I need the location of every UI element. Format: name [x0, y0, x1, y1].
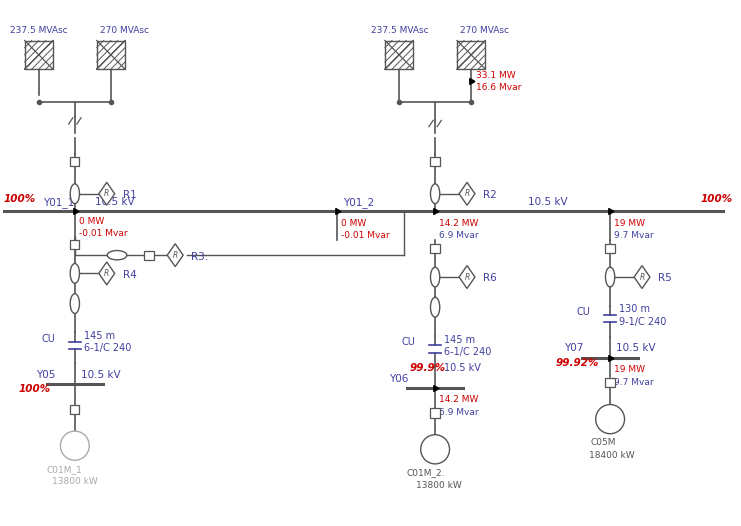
Text: 10.5 kV: 10.5 kV — [528, 197, 568, 207]
Text: Y07: Y07 — [564, 343, 583, 353]
Text: 237.5 MVAsc: 237.5 MVAsc — [10, 26, 68, 35]
Ellipse shape — [431, 184, 439, 204]
Polygon shape — [634, 266, 650, 288]
Text: 14.2 MW: 14.2 MW — [439, 218, 479, 228]
Text: 100%: 100% — [19, 384, 50, 394]
Text: 99.9%: 99.9% — [409, 363, 445, 373]
Ellipse shape — [431, 297, 439, 317]
Bar — [70, 157, 79, 166]
Circle shape — [596, 404, 625, 434]
Text: -0.01 Mvar: -0.01 Mvar — [79, 229, 127, 238]
Text: 100%: 100% — [4, 194, 36, 204]
Bar — [24, 41, 53, 69]
Text: 9.7 Mvar: 9.7 Mvar — [614, 378, 654, 387]
Text: 10.5 kV: 10.5 kV — [81, 370, 121, 380]
Text: 270 MVAsc: 270 MVAsc — [99, 26, 148, 35]
Text: 237.5 MVAsc: 237.5 MVAsc — [370, 26, 428, 35]
Polygon shape — [99, 183, 115, 205]
Text: 10.5 kV: 10.5 kV — [617, 343, 656, 353]
Text: 19 MW: 19 MW — [614, 218, 645, 228]
Text: R: R — [639, 272, 645, 281]
Text: 270 MVAsc: 270 MVAsc — [460, 26, 509, 35]
Bar — [457, 41, 485, 69]
Text: 13800 kW: 13800 kW — [52, 477, 97, 486]
Text: 16.6 Mvar: 16.6 Mvar — [476, 83, 522, 92]
Text: CU: CU — [576, 307, 591, 317]
Bar — [97, 41, 125, 69]
Bar — [144, 250, 153, 260]
Bar — [385, 41, 413, 69]
Ellipse shape — [605, 267, 615, 287]
Bar — [605, 378, 615, 387]
Text: R5: R5 — [658, 273, 672, 283]
Text: Y01_2: Y01_2 — [344, 197, 375, 208]
Ellipse shape — [70, 184, 79, 204]
Polygon shape — [167, 244, 183, 267]
Text: R1: R1 — [123, 190, 136, 200]
Text: 145 m: 145 m — [445, 335, 476, 345]
Text: 0 MW: 0 MW — [79, 217, 104, 226]
Text: 6-1/C 240: 6-1/C 240 — [445, 347, 492, 357]
Text: C05M: C05M — [591, 438, 616, 447]
Text: 130 m: 130 m — [619, 305, 651, 315]
Text: 19 MW: 19 MW — [614, 365, 645, 375]
Text: 6.9 Mvar: 6.9 Mvar — [439, 231, 479, 240]
Text: C01M_1: C01M_1 — [47, 464, 82, 474]
Circle shape — [61, 431, 89, 460]
Text: 33.1 MW: 33.1 MW — [476, 71, 516, 80]
Text: R3.: R3. — [190, 252, 207, 262]
Text: CU: CU — [402, 337, 416, 347]
Text: Y01_1: Y01_1 — [43, 197, 74, 208]
Circle shape — [421, 435, 450, 464]
Text: 10.5 kV: 10.5 kV — [96, 197, 135, 207]
Text: R: R — [104, 189, 110, 198]
Text: R6: R6 — [483, 273, 496, 283]
Text: R: R — [465, 189, 470, 198]
Text: 145 m: 145 m — [84, 331, 115, 341]
Text: C01M_2.: C01M_2. — [407, 468, 445, 477]
Bar — [70, 404, 79, 414]
Text: R4: R4 — [123, 269, 136, 280]
Text: 99.92%: 99.92% — [556, 358, 599, 368]
Text: 6-1/C 240: 6-1/C 240 — [84, 343, 131, 353]
Text: R: R — [104, 269, 110, 278]
Bar — [431, 157, 439, 166]
Text: Y06: Y06 — [389, 373, 408, 383]
Text: Y05: Y05 — [36, 370, 56, 380]
Text: 18400 kW: 18400 kW — [588, 451, 634, 460]
Text: 10.5 kV: 10.5 kV — [445, 363, 481, 373]
Polygon shape — [459, 183, 475, 205]
Text: -0.01 Mvar: -0.01 Mvar — [342, 231, 390, 240]
Text: 9-1/C 240: 9-1/C 240 — [619, 317, 667, 327]
Bar — [70, 240, 79, 249]
Text: R: R — [173, 251, 178, 260]
Polygon shape — [459, 266, 475, 288]
Polygon shape — [99, 262, 115, 285]
Ellipse shape — [70, 264, 79, 284]
Text: R: R — [465, 272, 470, 281]
Bar — [431, 244, 439, 253]
Text: 14.2 MW: 14.2 MW — [439, 396, 479, 404]
Text: CU: CU — [41, 333, 56, 343]
Ellipse shape — [70, 294, 79, 313]
Text: 13800 kW: 13800 kW — [416, 481, 462, 490]
Bar — [605, 244, 615, 253]
Ellipse shape — [431, 267, 439, 287]
Text: R2: R2 — [483, 190, 496, 200]
Text: 6.9 Mvar: 6.9 Mvar — [439, 408, 479, 417]
Bar — [431, 408, 439, 418]
Text: 100%: 100% — [700, 194, 732, 204]
Text: 9.7 Mvar: 9.7 Mvar — [614, 231, 654, 240]
Ellipse shape — [107, 250, 127, 260]
Text: 0 MW: 0 MW — [342, 218, 367, 228]
